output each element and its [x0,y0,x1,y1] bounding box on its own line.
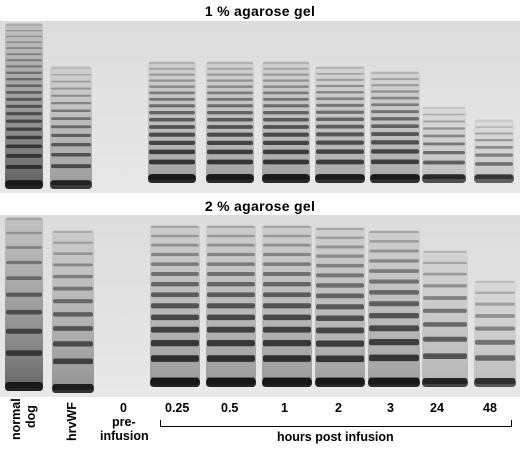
gel-lane [5,217,43,391]
gel-lane [422,250,468,387]
gel-lane [262,225,312,387]
axis-caption: hours post infusion [277,430,394,444]
gel-lane [422,106,466,183]
lane-label-infusion: infusion [100,429,149,443]
lane-label-2: 2 [335,401,342,415]
gel-lane [474,119,514,183]
gel-lane [206,225,256,387]
lane-label-0-5: 0.5 [221,401,239,415]
gel-lane [50,66,92,189]
lane-label-3: 3 [387,401,394,415]
lane-label-dog: dog [24,405,38,428]
gel-image-2pct [0,215,520,397]
gel-lane [368,230,420,387]
lane-label-1: 1 [281,401,288,415]
gel-image-1pct [0,21,520,193]
lane-label-normal: normal [9,398,23,440]
lane-label-hrvwf: hrvWF [65,402,79,441]
lane-label-24: 24 [430,401,444,415]
lane-label-pre: pre- [112,415,136,429]
gel-lane [315,66,365,183]
gel-title-2pct: 2 % agarose gel [204,198,316,214]
lane-label-zero: 0 [120,401,127,415]
lane-label-0-25: 0.25 [165,401,190,415]
time-bracket [160,420,512,427]
gel-title-1pct: 1 % agarose gel [204,3,316,19]
gel-lane [206,61,254,183]
lane-label-48: 48 [483,401,497,415]
gel-lane [5,23,43,189]
gel-lane [52,230,94,393]
gel-lane [370,71,420,183]
gel-lane [150,225,200,387]
gel-lane [148,61,196,183]
gel-lane [474,280,516,387]
gel-lane [315,227,365,387]
gel-lane [262,61,310,183]
